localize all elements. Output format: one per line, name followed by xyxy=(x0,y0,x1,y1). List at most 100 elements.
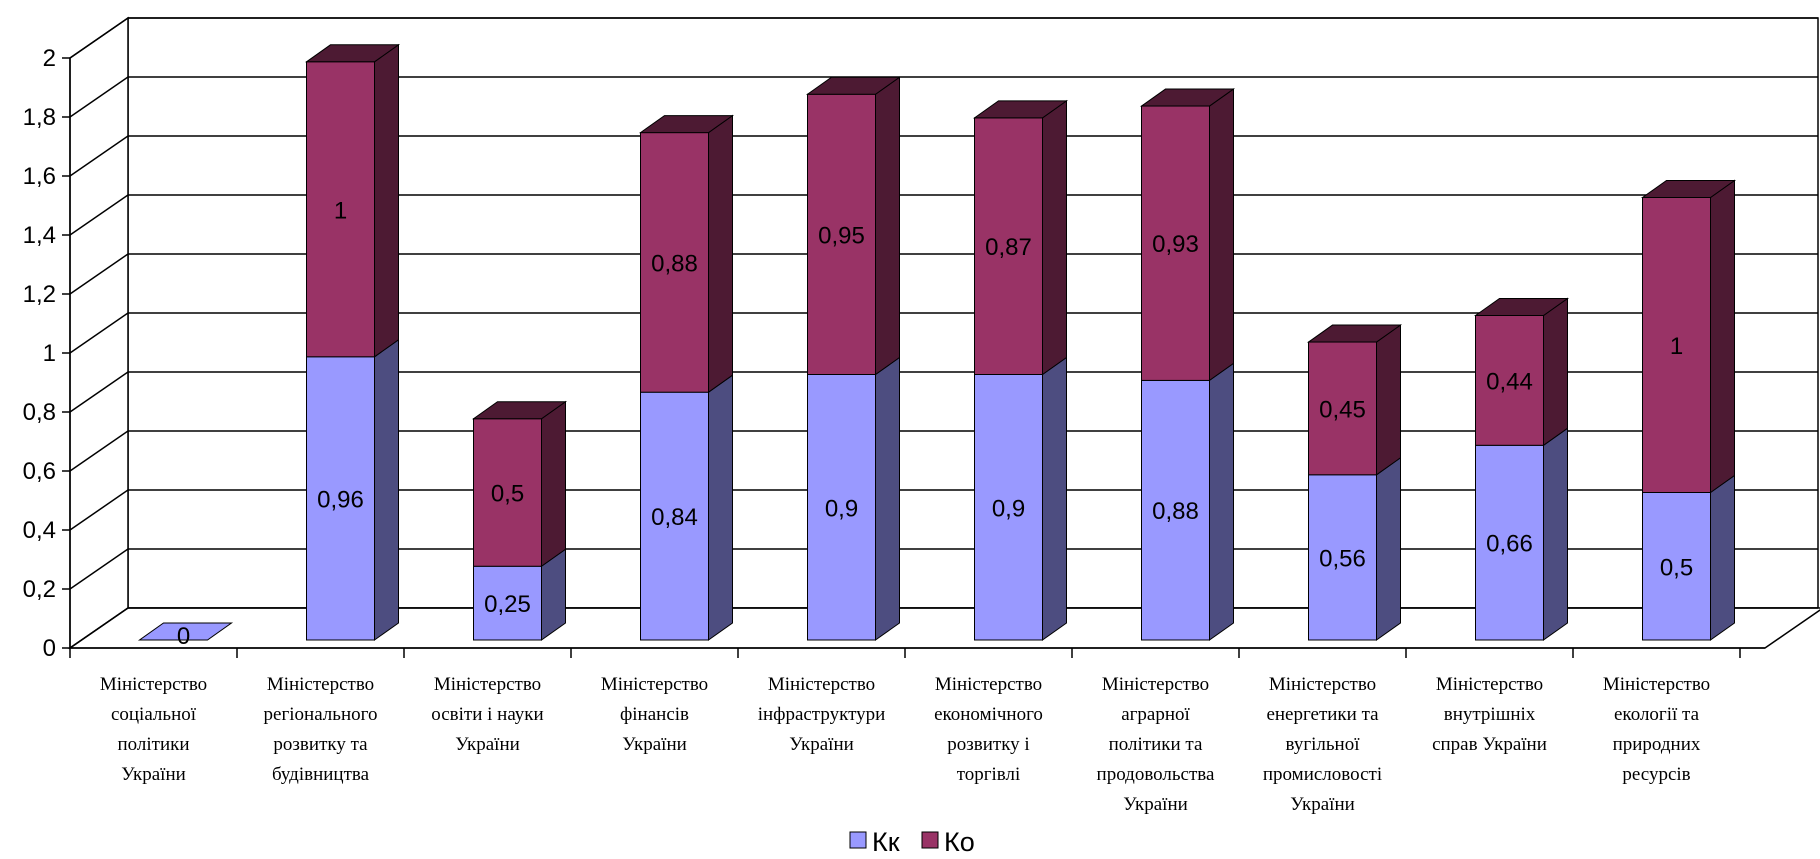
data-label: 0 xyxy=(177,623,190,650)
data-label: 1 xyxy=(1670,333,1683,360)
bar-side xyxy=(1710,179,1735,494)
gridline-diagonal xyxy=(69,135,129,177)
y-tick-label: 1,8 xyxy=(23,104,56,131)
category-label: Міністерство xyxy=(267,674,374,695)
category-label: ресурсів xyxy=(1622,764,1690,785)
gridline-diagonal xyxy=(69,253,129,295)
bar-side xyxy=(708,374,733,641)
category-label: продовольства xyxy=(1097,764,1215,785)
bar-front-ko xyxy=(1642,197,1711,493)
gridline-diagonal xyxy=(69,607,129,649)
gridline-diagonal xyxy=(69,430,129,472)
category-label: розвитку і xyxy=(947,734,1029,755)
bar-side xyxy=(1042,356,1067,641)
bar-front-kk xyxy=(1475,444,1544,641)
data-label: 0,95 xyxy=(818,222,865,249)
category-label: Міністерство xyxy=(601,674,708,695)
data-label: 0,5 xyxy=(491,481,524,508)
legend-label-kk: Кк xyxy=(872,827,900,857)
bar-top xyxy=(304,44,401,63)
category-label: України xyxy=(455,734,520,755)
gridline-diagonal xyxy=(69,17,129,59)
bar-top xyxy=(1640,180,1737,198)
bar-side xyxy=(541,400,566,568)
category-label: Міністерство xyxy=(434,674,541,695)
data-label: 0,66 xyxy=(1486,531,1533,558)
y-axis: 0 0,2 0,4 0,6 0,8 1 1,2 1,4 1,6 1,8 2 xyxy=(23,45,71,662)
data-label: 0,9 xyxy=(825,495,858,522)
bar-side xyxy=(708,114,733,394)
y-tick-label: 0,4 xyxy=(23,517,56,544)
y-tick-label: 0,6 xyxy=(23,458,56,485)
y-tick-label: 1,4 xyxy=(23,222,56,249)
legend: Кк Ко xyxy=(849,827,975,857)
category-label: Міністерство xyxy=(1269,674,1376,695)
bar-front-kk xyxy=(1141,379,1210,641)
bar-front-ko xyxy=(473,418,542,567)
data-label: 0,84 xyxy=(651,504,698,531)
category-label: будівництва xyxy=(272,764,370,785)
bar-front-kk xyxy=(807,374,876,641)
data-label: 0,44 xyxy=(1486,368,1533,395)
data-labels: 0 0,96 1 0,25 0,5 0,84 0,88 0,9 0,95 0,9 0,87 0,88 0… xyxy=(177,197,1693,650)
bar-top xyxy=(1473,298,1570,316)
bar-top xyxy=(1139,88,1236,107)
bar-side xyxy=(1710,474,1735,641)
data-label: 1 xyxy=(334,197,347,224)
y-tick-label: 0,2 xyxy=(23,576,56,603)
category-label: України xyxy=(1123,794,1188,815)
category-label: аграрної xyxy=(1121,704,1190,725)
category-label: економічного xyxy=(934,704,1043,725)
category-label: соціальної xyxy=(111,704,197,725)
category-label: інфраструктури xyxy=(758,704,886,725)
category-label: природних xyxy=(1613,734,1701,755)
bar-side xyxy=(1042,99,1067,376)
data-label: 0,45 xyxy=(1319,396,1366,423)
y-tick-label: 1,2 xyxy=(23,281,56,308)
gridline-diagonal xyxy=(69,371,129,413)
y-tick-label: 1 xyxy=(43,340,56,367)
bar-front-ko xyxy=(1308,341,1377,476)
x-axis: Міністерство соціальної політики України Мін… xyxy=(69,647,1765,815)
category-label: Міністерство xyxy=(1436,674,1543,695)
category-label: Міністерство xyxy=(935,674,1042,695)
bar-side xyxy=(1209,362,1234,641)
bar-front-ko xyxy=(640,132,709,393)
category-label: Міністерство xyxy=(100,674,207,695)
y-tick-label: 1,6 xyxy=(23,163,56,190)
bar-zero xyxy=(137,622,234,641)
bar-side xyxy=(374,338,399,641)
data-label: 0,88 xyxy=(1152,498,1199,525)
bar-front-ko xyxy=(1141,105,1210,381)
y-tick-label: 2 xyxy=(43,45,56,72)
gridline-diagonal xyxy=(69,312,129,354)
bar-front-kk xyxy=(974,374,1043,641)
category-label: енергетики та xyxy=(1266,704,1379,725)
bar-side xyxy=(1376,456,1401,641)
data-label: 0,5 xyxy=(1660,554,1693,581)
gridline-diagonal xyxy=(69,548,129,590)
legend-label-ko: Ко xyxy=(944,827,975,857)
data-label: 0,87 xyxy=(985,234,1032,261)
data-label: 0,88 xyxy=(651,250,698,277)
category-label: екології та xyxy=(1614,704,1700,725)
category-label: Міністерство xyxy=(1102,674,1209,695)
bar-side xyxy=(875,356,900,641)
bar-side xyxy=(1209,88,1234,382)
bars xyxy=(137,43,1737,641)
category-label: України xyxy=(622,734,687,755)
bar-side xyxy=(1376,324,1401,476)
data-label: 0,93 xyxy=(1152,231,1199,258)
y-tick-label: 0,8 xyxy=(23,399,56,426)
bar-side xyxy=(1543,427,1568,641)
bar-front-ko xyxy=(974,117,1043,375)
bar-top xyxy=(471,401,568,420)
category-label: фінансів xyxy=(620,704,689,725)
bar-front-ko xyxy=(807,93,876,375)
y-tick-label: 0 xyxy=(43,635,56,662)
gridline-diagonal xyxy=(69,76,129,118)
gridline-diagonal xyxy=(69,489,129,531)
category-label: України xyxy=(121,764,186,785)
data-label: 0,96 xyxy=(317,486,364,513)
